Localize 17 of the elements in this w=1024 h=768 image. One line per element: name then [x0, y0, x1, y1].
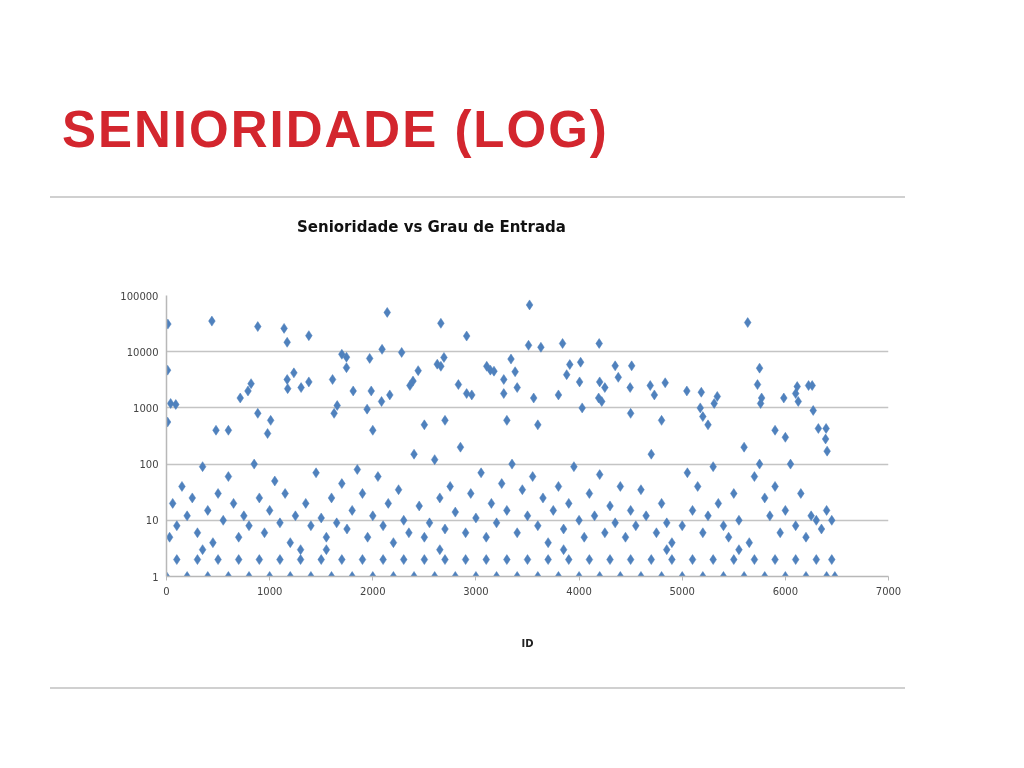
x-tick-label: 0	[163, 585, 170, 597]
x-tick-label: 2000	[360, 585, 386, 597]
x-tick-label: 6000	[772, 585, 799, 597]
y-tick-label: 1000	[133, 402, 159, 414]
x-axis-title: ID	[521, 637, 534, 649]
x-tick-label: 4000	[566, 585, 592, 597]
chart-title: SENIORIDADE (LOG)	[62, 101, 609, 158]
y-tick-label: 100	[139, 459, 159, 471]
y-tick-label: 100000	[120, 290, 159, 302]
y-tick-label: 1	[152, 571, 159, 583]
chart-subtitle: Senioridade vs Grau de Entrada	[297, 218, 566, 236]
x-tick-label: 1000	[256, 585, 283, 597]
x-tick-label: 3000	[463, 585, 489, 597]
y-tick-label: 10	[145, 515, 159, 527]
x-tick-label: 5000	[669, 585, 695, 597]
y-tick-label: 10000	[126, 346, 159, 358]
x-tick-label: 7000	[875, 585, 902, 597]
